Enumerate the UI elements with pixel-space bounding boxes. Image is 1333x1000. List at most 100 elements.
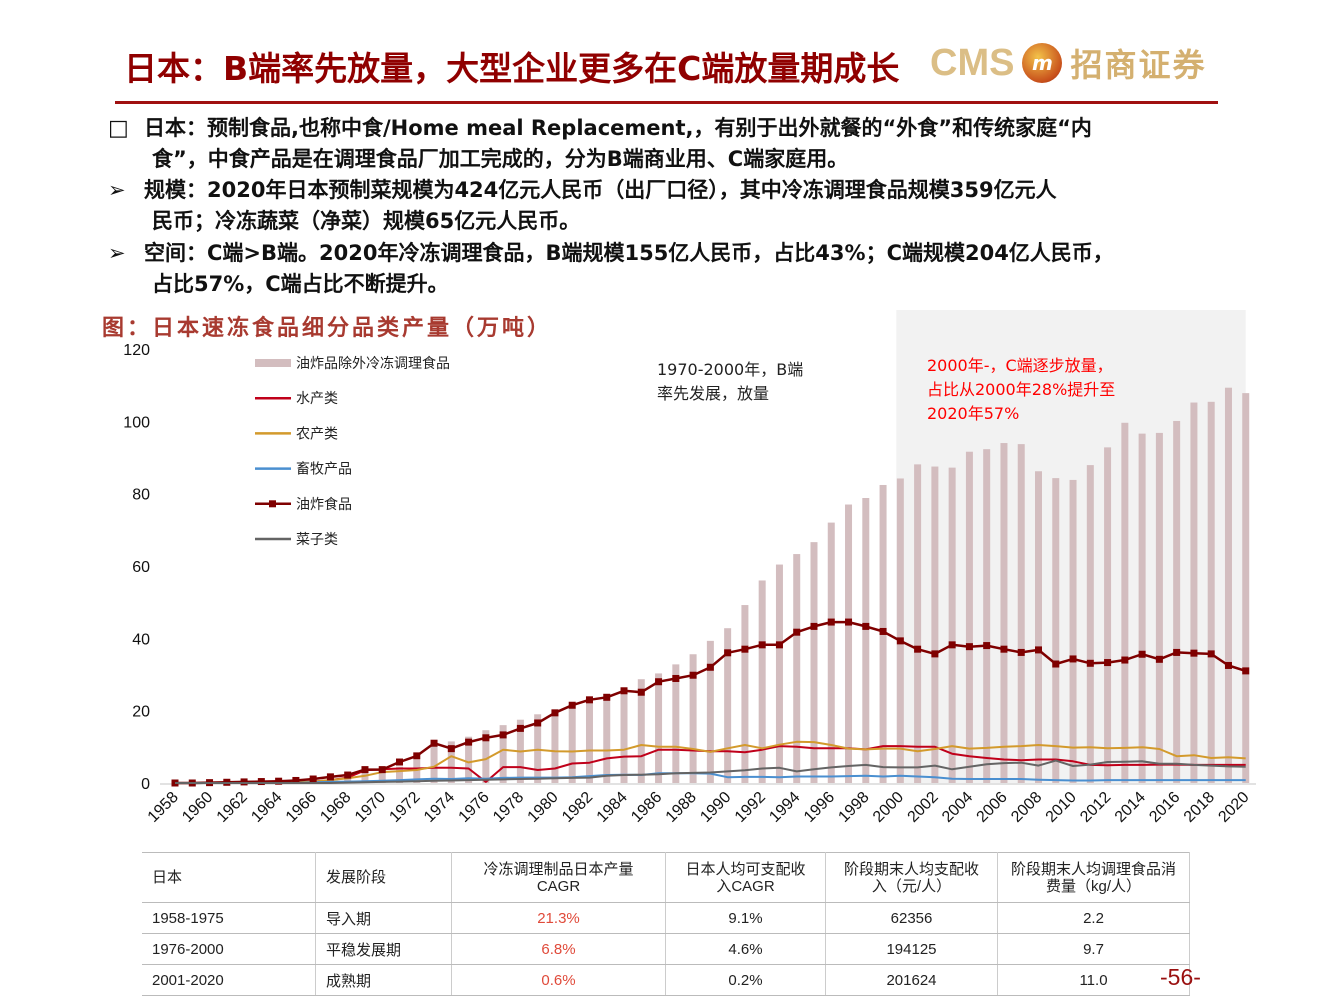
x-tick-label: 2020 (1215, 789, 1252, 826)
bar-1994 (793, 554, 801, 783)
bar-1984 (620, 692, 628, 783)
x-tick-label: 1964 (248, 789, 285, 826)
marker-2005 (983, 642, 991, 650)
chart-annotation: 率先发展，放量 (657, 384, 769, 403)
bar-1993 (775, 564, 783, 783)
marker-2008 (1035, 646, 1042, 654)
x-tick-label: 1960 (179, 789, 216, 826)
bullet-line: ➢ 空间：C端>B端。2020年冷冻调理食品，B端规模155亿人民币，占比43%；… (108, 237, 1114, 267)
table-cell: 1976-2000 (142, 933, 316, 965)
bar-2000 (896, 478, 904, 783)
x-tick-label: 1990 (697, 789, 734, 826)
marker-1965 (292, 776, 300, 784)
marker-2001 (914, 645, 922, 653)
x-tick-label: 1996 (801, 789, 838, 826)
marker-1982 (585, 696, 593, 704)
table-row: 1958-1975 导入期 21.3% 9.1% 62356 2.2 (142, 902, 1190, 934)
x-tick-label: 2012 (1077, 789, 1114, 826)
series-line-2 (175, 740, 1246, 784)
x-tick-label: 1978 (490, 789, 527, 826)
bar-1987 (672, 664, 680, 783)
bar-2004 (965, 451, 973, 783)
legend-label: 畜牧产品 (296, 462, 352, 478)
x-tick-label: 1976 (455, 789, 492, 826)
table-cell: 201624 (825, 964, 998, 996)
legend-label: 油炸品除外冷冻调理食品 (296, 355, 450, 372)
marker-2004 (965, 643, 973, 651)
square-bullet-icon: □ (108, 116, 129, 141)
header-text: 阶段期末人均支配收 (843, 860, 979, 878)
marker-2016 (1173, 648, 1181, 656)
bar-1973 (430, 743, 438, 783)
chart-annotation: 占比从2000年28%提升至 (927, 380, 1115, 399)
legend-label: 菜子类 (296, 532, 338, 548)
bar-1983 (603, 698, 611, 783)
y-tick-label: 100 (123, 414, 150, 431)
legend-label: 农产类 (296, 426, 338, 442)
x-tick-label: 1968 (317, 789, 354, 826)
table-cell: 62356 (825, 902, 998, 934)
marker-2000 (896, 637, 904, 645)
bar-1972 (413, 759, 421, 783)
table-row: 2001-2020 成熟期 0.6% 0.2% 201624 11.0 (142, 964, 1190, 996)
x-tick-label: 1972 (386, 789, 423, 826)
column-header: 发展阶段 (315, 852, 452, 903)
marker-2020 (1242, 667, 1250, 675)
marker-1976 (482, 734, 490, 742)
marker-1995 (810, 622, 818, 630)
legend-label: 油炸食品 (296, 496, 352, 513)
x-tick-label: 1994 (766, 789, 803, 826)
x-tick-label: 1970 (352, 789, 389, 826)
bar-1971 (396, 766, 404, 783)
x-tick-label: 2002 (905, 789, 942, 826)
marker-1977 (499, 731, 507, 739)
marker-2015 (1155, 655, 1163, 663)
table-cell: 平稳发展期 (315, 933, 452, 965)
table-cell: 0.6% (451, 964, 666, 996)
marker-1971 (396, 758, 404, 766)
table-cell: 194125 (825, 933, 998, 965)
x-tick-label: 1984 (594, 789, 631, 826)
bar-1990 (724, 628, 732, 783)
marker-1969 (361, 766, 369, 774)
marker-2018 (1207, 650, 1215, 658)
legend-label: 水产类 (296, 391, 338, 407)
bar-1977 (499, 725, 507, 783)
bar-2011 (1086, 465, 1094, 783)
marker-1994 (793, 628, 801, 636)
bar-1997 (845, 504, 853, 783)
legend-swatch-bar (255, 359, 291, 367)
bar-1980 (551, 709, 559, 783)
marker-1968 (344, 771, 352, 779)
marker-2014 (1138, 650, 1146, 658)
bar-1989 (706, 640, 714, 783)
column-header: 冷冻调理制品日本产量 CAGR (451, 852, 666, 903)
logo-latin: CMS (930, 41, 1015, 84)
marker-1983 (603, 693, 611, 701)
marker-1981 (568, 701, 576, 709)
bullet-text: 食”，中食产品是在调理食品厂加工完成的，分为B端商业用、C端家庭用。 (152, 147, 849, 171)
bar-2014 (1138, 433, 1146, 783)
bar-1981 (568, 708, 576, 783)
marker-1986 (655, 678, 663, 686)
marker-1985 (637, 688, 645, 696)
bar-2007 (1017, 444, 1025, 783)
y-tick-label: 120 (123, 342, 150, 359)
bar-2006 (1000, 443, 1008, 783)
bullet-line: ➢ 规模：2020年日本预制菜规模为424亿元人民币（出厂口径），其中冷冻调理食品… (108, 174, 1057, 204)
marker-2003 (948, 641, 956, 649)
x-tick-label: 1958 (145, 789, 182, 826)
bar-2017 (1190, 402, 1198, 783)
bar-2009 (1052, 478, 1060, 783)
y-tick-label: 60 (132, 559, 150, 576)
header-text: CAGR (536, 877, 581, 895)
marker-1984 (620, 687, 628, 695)
bar-2020 (1242, 393, 1250, 783)
series-line-3 (175, 772, 1246, 784)
arrow-bullet-icon: ➢ (108, 241, 126, 265)
marker-1966 (309, 775, 317, 783)
table-cell: 成熟期 (315, 964, 452, 996)
header-text: 阶段期末人均调理食品消 (1010, 860, 1176, 878)
company-logo: CMS m 招商证券 (930, 38, 1206, 88)
bar-1970 (378, 769, 386, 783)
